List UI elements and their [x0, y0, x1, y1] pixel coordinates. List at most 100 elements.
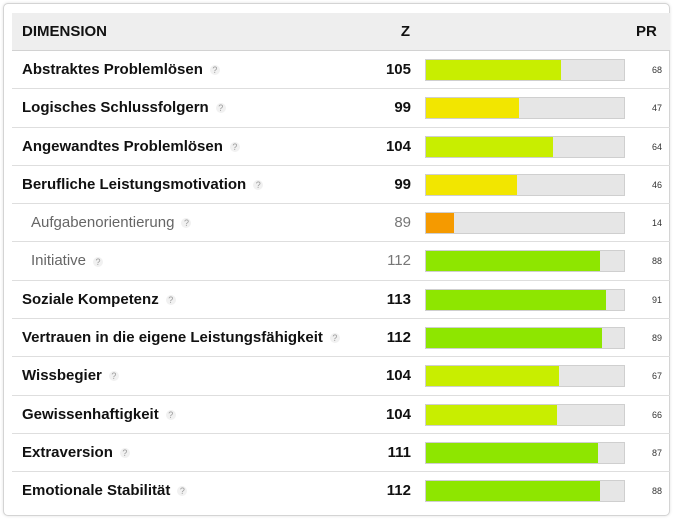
dimension-name: Gewissenhaftigkeit — [22, 405, 159, 423]
pr-value: 91 — [651, 294, 662, 305]
percentile-bar-fill — [426, 136, 553, 157]
dimension-name: Emotionale Stabilität — [22, 482, 171, 500]
pr-value: 88 — [651, 486, 662, 497]
table-row: Initiative? 112 88 — [12, 242, 670, 281]
dimension-name: Abstraktes Problemlösen — [22, 61, 203, 78]
z-value: 89 — [394, 214, 411, 232]
percentile-bar — [425, 212, 625, 235]
percentile-bar-fill — [426, 213, 454, 234]
header-z: Z — [400, 23, 410, 40]
dimension-list: Abstraktes Problemlösen? 105 68 Logisches S… — [12, 51, 670, 511]
dimension-name: Wissbegier — [22, 367, 102, 385]
pr-value: 89 — [651, 333, 662, 344]
dimension-label: Logisches Schlussfolgern? — [22, 89, 226, 127]
help-icon[interactable]: ? — [93, 256, 104, 267]
percentile-bar — [425, 403, 625, 426]
dimension-label: Abstraktes Problemlösen? — [22, 51, 220, 89]
percentile-bar — [425, 365, 625, 388]
header-dimension: DIMENSION — [22, 23, 108, 40]
pr-value: 46 — [651, 179, 662, 190]
dimension-label: Initiative? — [31, 242, 104, 280]
dimension-label: Vertrauen in die eigene Leistungsfähigke… — [22, 319, 340, 357]
table-row: Vertrauen in die eigene Leistungsfähigke… — [12, 319, 670, 358]
percentile-bar-fill — [426, 404, 557, 425]
pr-value: 87 — [651, 447, 662, 458]
dimension-name: Aufgabenorientierung — [31, 214, 175, 232]
percentile-bar — [425, 59, 625, 81]
percentile-bar-fill — [426, 328, 603, 349]
table-row: Angewandtes Problemlösen? 104 64 — [12, 128, 670, 166]
table-row: Emotionale Stabilität? 112 88 — [12, 472, 670, 510]
dimension-name: Vertrauen in die eigene Leistungsfähigke… — [22, 329, 323, 347]
percentile-bar-fill — [426, 98, 520, 119]
dimension-label: Berufliche Leistungsmotivation? — [22, 166, 264, 204]
help-icon[interactable]: ? — [165, 409, 176, 420]
dimension-name: Initiative — [31, 252, 87, 270]
dimension-label: Wissbegier? — [22, 357, 119, 395]
table-row: Aufgabenorientierung? 89 14 — [12, 204, 670, 243]
dimension-name: Extraversion — [22, 443, 113, 461]
percentile-bar — [425, 288, 625, 311]
table-row: Wissbegier? 104 67 — [12, 357, 670, 396]
percentile-bar — [425, 250, 625, 273]
help-icon[interactable]: ? — [181, 218, 192, 229]
help-icon[interactable]: ? — [229, 141, 240, 152]
percentile-bar-fill — [426, 174, 518, 195]
z-value: 112 — [386, 329, 411, 347]
pr-value: 14 — [651, 218, 662, 229]
help-icon[interactable]: ? — [119, 448, 130, 458]
dimension-label: Aufgabenorientierung? — [31, 204, 192, 242]
percentile-bar — [425, 135, 625, 158]
percentile-bar-fill — [426, 251, 601, 272]
dimension-label: Emotionale Stabilität? — [22, 472, 188, 510]
z-value: 112 — [387, 252, 411, 270]
pr-value: 66 — [651, 409, 662, 420]
pr-value: 68 — [651, 65, 662, 75]
dimension-label: Soziale Kompetenz? — [22, 281, 176, 319]
z-value: 99 — [394, 99, 411, 117]
help-icon[interactable]: ? — [177, 486, 188, 497]
dimension-name: Soziale Kompetenz — [22, 290, 159, 308]
table-row: Gewissenhaftigkeit? 104 66 — [12, 396, 670, 434]
dimension-name: Berufliche Leistungsmotivation — [22, 175, 247, 193]
dimension-label: Gewissenhaftigkeit? — [22, 396, 176, 434]
percentile-bar-fill — [426, 60, 561, 80]
dimension-label: Extraversion? — [22, 434, 130, 472]
help-icon[interactable]: ? — [253, 179, 264, 190]
table-header: DIMENSION Z PR — [12, 13, 670, 51]
help-icon[interactable]: ? — [165, 294, 176, 305]
percentile-bar — [425, 480, 625, 503]
percentile-bar-fill — [426, 366, 559, 387]
pr-value: 88 — [651, 256, 662, 267]
table-row: Extraversion? 111 87 — [12, 434, 670, 473]
percentile-bar-fill — [426, 481, 601, 502]
help-icon[interactable]: ? — [215, 103, 226, 114]
percentile-bar — [425, 97, 625, 120]
z-value: 111 — [387, 443, 411, 461]
percentile-bar — [425, 441, 625, 464]
z-value: 104 — [385, 137, 411, 155]
header-pr: PR — [636, 23, 657, 40]
percentile-bar — [425, 327, 625, 350]
z-value: 104 — [385, 405, 411, 423]
table-row: Abstraktes Problemlösen? 105 68 — [12, 51, 670, 90]
table-row: Soziale Kompetenz? 113 91 — [12, 281, 670, 320]
percentile-bar — [425, 173, 625, 196]
z-value: 104 — [385, 367, 411, 385]
pr-value: 67 — [651, 371, 662, 382]
help-icon[interactable]: ? — [209, 65, 220, 76]
table-row: Logisches Schlussfolgern? 99 47 — [12, 89, 670, 128]
results-panel: DIMENSION Z PR Abstraktes Problemlösen? 1… — [3, 3, 670, 516]
pr-value: 64 — [651, 141, 662, 152]
z-value: 113 — [386, 290, 411, 308]
pr-value: 47 — [651, 103, 662, 114]
z-value: 112 — [386, 482, 411, 500]
help-icon[interactable]: ? — [329, 333, 340, 344]
help-icon[interactable]: ? — [108, 371, 119, 382]
percentile-bar-fill — [426, 442, 599, 463]
dimension-name: Logisches Schlussfolgern — [22, 99, 209, 117]
z-value: 99 — [394, 175, 411, 193]
z-value: 105 — [385, 61, 411, 78]
percentile-bar-fill — [426, 289, 607, 310]
dimension-name: Angewandtes Problemlösen — [22, 137, 223, 155]
